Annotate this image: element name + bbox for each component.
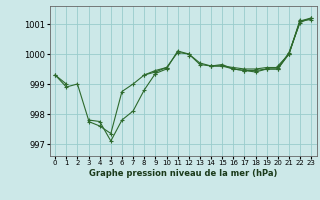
X-axis label: Graphe pression niveau de la mer (hPa): Graphe pression niveau de la mer (hPa) [89, 169, 277, 178]
